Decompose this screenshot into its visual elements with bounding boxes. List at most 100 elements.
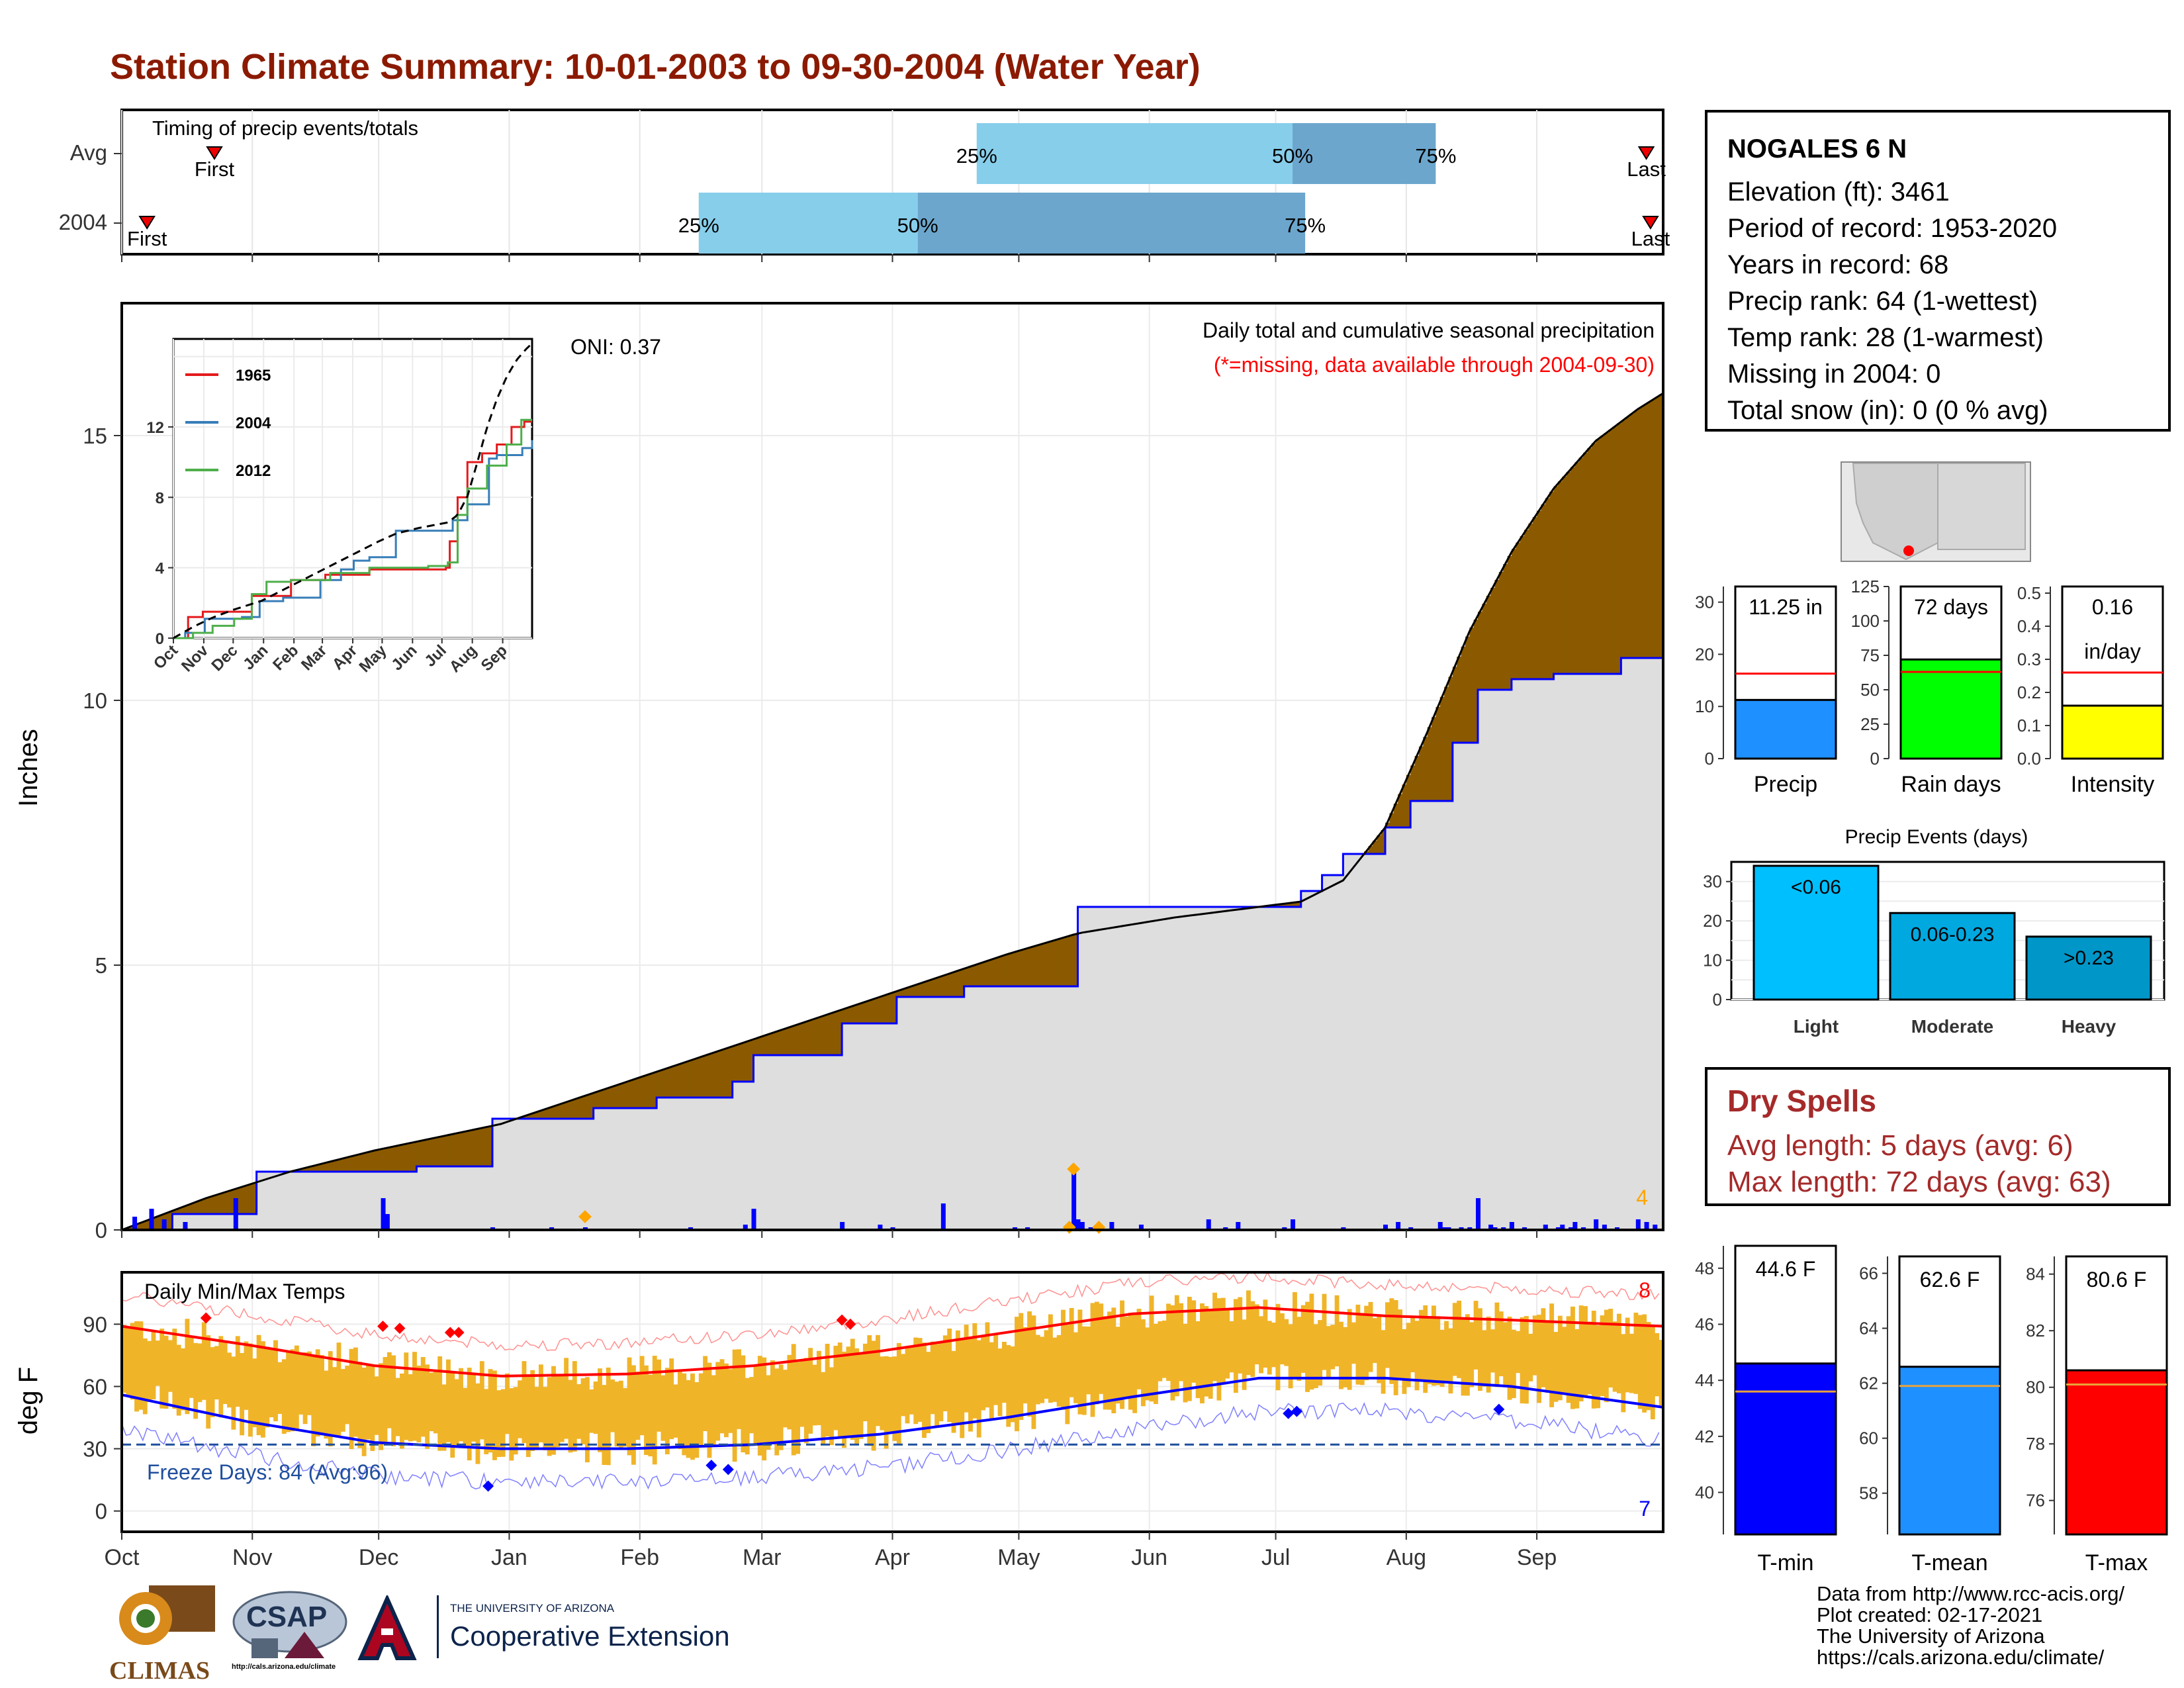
temp-daily-range-bar	[1448, 1328, 1453, 1394]
temp-daily-range-bar	[968, 1337, 973, 1432]
precip-anomaly-fill	[888, 993, 893, 1023]
climas-mark-icon	[119, 1585, 215, 1645]
precip-anomaly-fill	[796, 1024, 801, 1055]
temp-daily-range-bar	[1637, 1315, 1643, 1409]
precip-anomaly-fill	[618, 1084, 623, 1108]
temp-daily-range-bar	[336, 1342, 341, 1436]
precip-anomaly-fill	[383, 1148, 388, 1172]
precip-anomaly-fill	[379, 1149, 384, 1172]
mini-bar-y-tick-label: 0.2	[2017, 682, 2041, 702]
precip-anomaly-fill	[1288, 903, 1293, 907]
precip-anomaly-fill	[387, 1147, 392, 1172]
mini-bar-value: 0.16	[2092, 595, 2133, 619]
temp-daily-range-bar	[151, 1331, 156, 1400]
dry-spells-box: Dry Spells Avg length: 5 days (avg: 6) M…	[1705, 1067, 2171, 1206]
precip-anomaly-fill	[896, 990, 901, 997]
events-bar-range: <0.06	[1791, 876, 1841, 898]
precip-anomaly-fill	[181, 1207, 186, 1214]
temp-daily-range-bar	[1250, 1301, 1255, 1378]
precip-anomaly-fill	[862, 1002, 868, 1023]
temp-daily-range-bar	[1259, 1316, 1263, 1374]
precip-anomaly-fill	[302, 1168, 308, 1172]
precip-anomaly-fill	[951, 972, 956, 997]
precip-daily-bar	[161, 1219, 167, 1230]
precip-anomaly-fill	[1507, 556, 1512, 690]
temp-daily-range-bar	[664, 1368, 670, 1454]
precip-anomaly-fill	[1398, 794, 1403, 827]
temp-daily-range-bar	[1621, 1334, 1626, 1413]
temp-daily-range-bar	[837, 1342, 842, 1438]
temp-daily-range-bar	[1359, 1313, 1365, 1385]
temp-daily-range-bar	[273, 1340, 278, 1422]
mini-bar-fill	[1734, 698, 1837, 760]
precip-anomaly-fill	[1010, 953, 1015, 986]
temp-daily-range-bar	[176, 1344, 181, 1416]
footer-line: Plot created: 02-17-2021	[1817, 1603, 2043, 1626]
temp-daily-range-bar	[1065, 1325, 1070, 1425]
temp-daily-range-bar	[614, 1382, 619, 1447]
temp-daily-range-bar	[425, 1364, 430, 1449]
timing-first-marker-icon	[138, 216, 156, 230]
temp-daily-range-bar	[1511, 1329, 1516, 1399]
temp-daily-range-bar	[753, 1365, 758, 1444]
precip-anomaly-fill	[433, 1137, 438, 1166]
temp-bar-y-tick-label: 46	[1695, 1315, 1714, 1335]
temp-daily-range-bar	[698, 1373, 704, 1446]
temp-daily-range-bar	[1052, 1337, 1058, 1402]
temp-daily-range-bar	[1562, 1327, 1567, 1395]
temp-daily-range-bar	[1557, 1315, 1563, 1401]
temp-record-low-marker-icon	[1493, 1403, 1505, 1415]
precip-anomaly-fill	[770, 1033, 775, 1055]
temp-daily-range-bar	[623, 1387, 628, 1447]
temp-daily-range-bar	[252, 1358, 257, 1428]
precip-anomaly-fill	[349, 1156, 354, 1172]
temp-daily-range-bar	[580, 1378, 586, 1445]
precip-anomaly-fill	[463, 1131, 468, 1166]
precip-anomaly-fill	[559, 1103, 565, 1119]
precip-anomaly-fill	[248, 1184, 253, 1214]
temp-daily-range-bar	[1545, 1322, 1550, 1393]
temp-daily-range-bar	[1086, 1326, 1091, 1395]
timing-bar-upper	[917, 193, 1306, 254]
temp-daily-range-bar	[732, 1349, 737, 1462]
precip-anomaly-fill	[1629, 414, 1635, 658]
temp-daily-range-bar	[871, 1340, 876, 1451]
temp-daily-range-bar	[787, 1354, 792, 1430]
temp-daily-range-bar	[1330, 1325, 1336, 1370]
temp-daily-range-bar	[185, 1319, 190, 1415]
precip-anomaly-fill	[176, 1208, 181, 1214]
temp-daily-range-bar	[825, 1343, 830, 1436]
events-bar	[1889, 912, 2016, 1001]
temp-daily-range-bar	[917, 1338, 923, 1422]
temp-daily-range-bar	[1318, 1320, 1323, 1386]
temp-daily-range-bar	[808, 1348, 813, 1434]
temp-daily-range-bar	[1516, 1331, 1521, 1374]
temp-bar-label: T-min	[1758, 1550, 1814, 1575]
temp-daily-range-bar	[383, 1356, 388, 1444]
precip-anomaly-fill	[783, 1029, 788, 1055]
precip-daily-bar	[1509, 1222, 1514, 1230]
temp-daily-range-bar	[445, 1359, 451, 1442]
temp-daily-range-bar	[1300, 1305, 1306, 1373]
temp-bar-y-tick-label: 42	[1695, 1427, 1714, 1446]
temp-daily-range-bar	[1541, 1308, 1546, 1387]
temp-daily-range-bar	[559, 1376, 565, 1442]
temp-record-low-marker-icon	[1283, 1407, 1295, 1419]
temp-daily-range-bar	[989, 1342, 994, 1420]
temp-daily-range-bar	[913, 1337, 919, 1425]
precip-anomaly-fill	[719, 1050, 725, 1098]
inset-legend-label: 2012	[236, 462, 271, 480]
temp-daily-range-bar	[1132, 1313, 1138, 1413]
temp-daily-range-bar	[884, 1356, 889, 1449]
temp-daily-range-bar	[657, 1359, 662, 1432]
dry-spells-max: Max length: 72 days (avg: 63)	[1727, 1166, 2111, 1198]
precip-anomaly-fill	[1056, 939, 1062, 986]
precip-anomaly-fill	[602, 1089, 607, 1108]
precip-anomaly-fill	[222, 1192, 228, 1214]
precip-anomaly-fill	[1469, 628, 1475, 743]
temp-daily-range-bar	[1048, 1314, 1053, 1403]
temp-daily-range-bar	[1532, 1315, 1537, 1376]
temp-daily-range-bar	[1629, 1333, 1634, 1393]
temp-daily-range-bar	[441, 1384, 447, 1451]
temp-daily-range-bar	[513, 1387, 518, 1455]
